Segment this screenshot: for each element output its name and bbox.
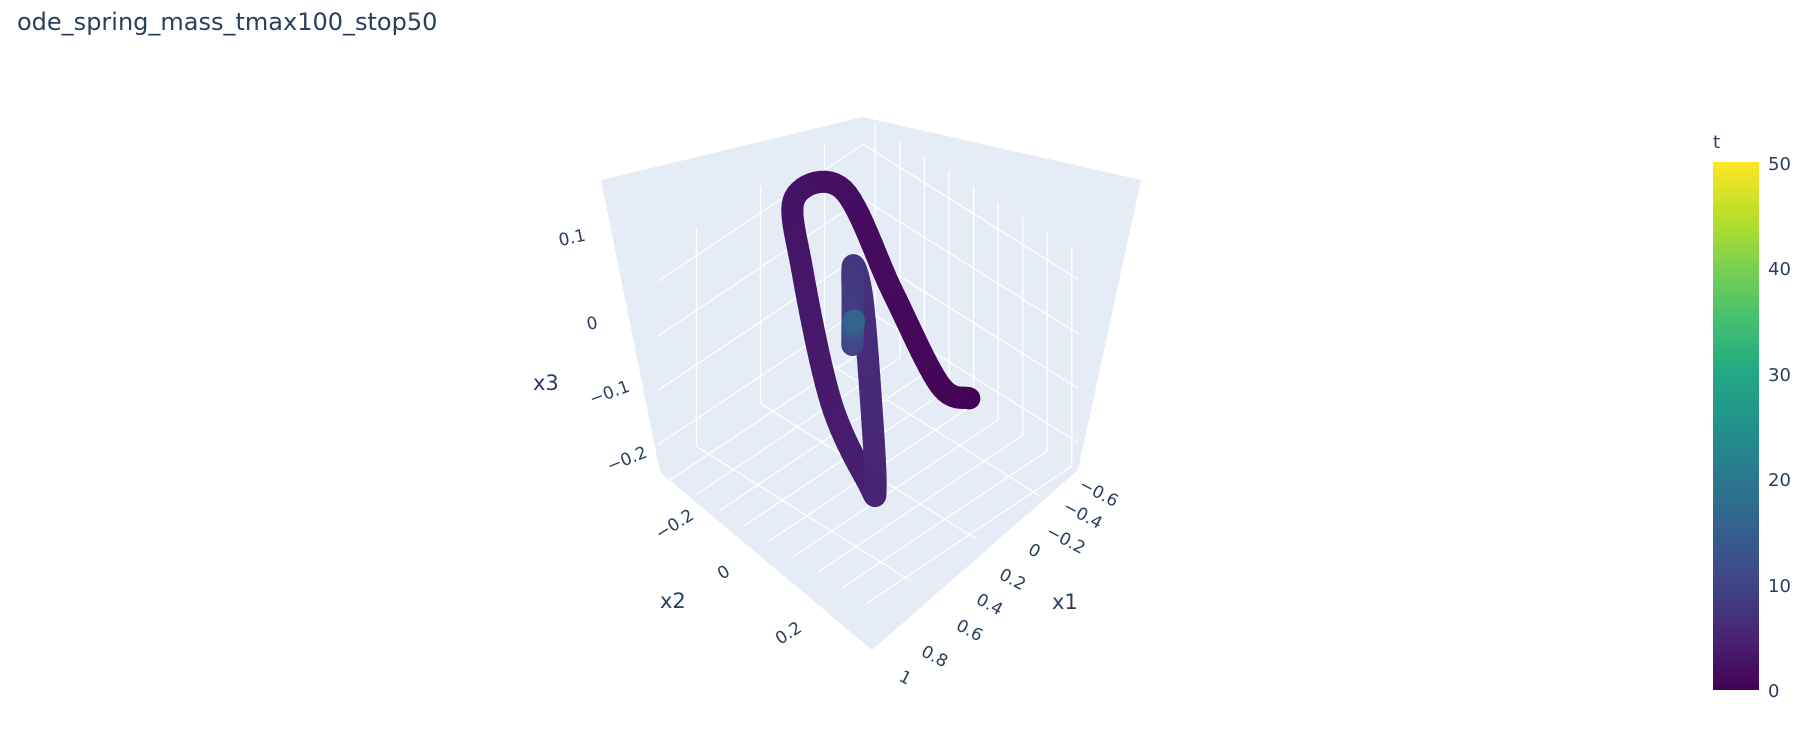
colorbar-title: t [1713, 132, 1720, 153]
trajectory-line [781, 170, 981, 508]
trajectory-end-point [844, 311, 863, 330]
colorbar-tick: 20 [1768, 470, 1791, 491]
chart-title: ode_spring_mass_tmax100_stop50 [17, 8, 438, 36]
x3-axis-title: x3 [533, 371, 559, 395]
colorbar-tick: 0 [1768, 681, 1779, 702]
gridline [657, 307, 864, 446]
x1-tick-label: 0.4 [973, 590, 1006, 620]
gridline [657, 252, 864, 391]
x3-tick-label: −0.2 [604, 443, 650, 477]
x2-tick-label: 0.2 [772, 618, 806, 649]
gridline [862, 198, 1079, 335]
x3-tick-label: 0 [585, 313, 600, 335]
x2-tick-label: 0 [714, 562, 734, 585]
gridline [862, 252, 1079, 389]
x1-tick-label: 1 [896, 667, 915, 690]
x3-tick-label: 0.1 [557, 226, 588, 251]
x2-axis-title: x2 [660, 589, 686, 613]
x1-tick-label: 0.8 [918, 642, 951, 672]
gridline [696, 445, 912, 582]
gridline [657, 198, 864, 337]
x1-tick-label: −0.2 [1043, 522, 1089, 559]
gridline [862, 143, 1079, 280]
x1-axis-title: x1 [1052, 590, 1078, 614]
x1-tick-label: 0 [1025, 540, 1044, 563]
colorbar-tick: 50 [1768, 154, 1791, 175]
x2-tick-label: −0.2 [652, 505, 698, 544]
x1-tick-label: 0.2 [996, 565, 1029, 595]
colorbar-tick: 30 [1768, 365, 1791, 386]
gridline [657, 143, 864, 282]
x1-tick-label: 0.6 [953, 616, 986, 646]
colorbar-gradient [1713, 162, 1759, 690]
colorbar: t 50 40 30 20 10 0 [1713, 132, 1791, 702]
x3-tick-label: −0.1 [587, 377, 633, 410]
colorbar-tick: 10 [1768, 576, 1791, 597]
colorbar-tick: 40 [1768, 259, 1791, 280]
